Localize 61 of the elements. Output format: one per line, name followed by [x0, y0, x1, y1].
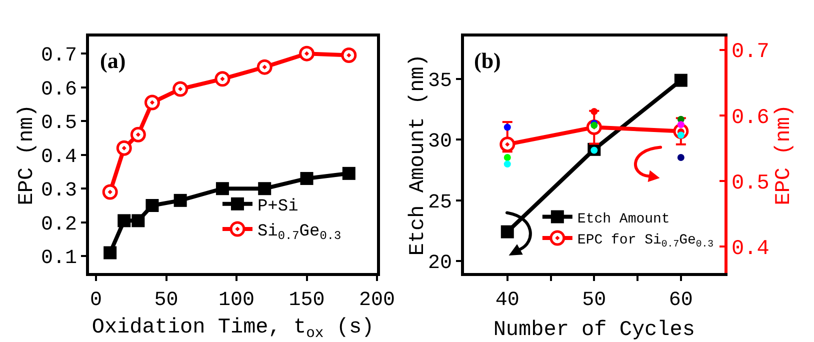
y-tick-label: 20: [428, 252, 452, 275]
y-tick-label: 35: [428, 70, 452, 94]
point: [132, 214, 145, 228]
y-tick-label: 0.5: [40, 112, 77, 136]
point: [341, 48, 357, 64]
y-tick-label: 0.1: [40, 247, 77, 270]
y2-axis-title: EPC (nm): [772, 104, 796, 206]
point: [677, 154, 684, 161]
x-axis-title: Number of Cycles: [493, 319, 695, 342]
point: [590, 108, 598, 116]
point: [500, 136, 516, 152]
point: [144, 94, 160, 110]
point: [299, 46, 315, 62]
legend-label: P+Si: [257, 198, 298, 217]
legend-label: EPC for Si$_{0.7}$Ge$_{0.3}$: [577, 232, 714, 250]
annotation: (a): [100, 48, 126, 73]
y-tick-label: 0.4: [40, 146, 77, 169]
point: [116, 140, 132, 156]
point: [500, 225, 514, 238]
point: [102, 184, 118, 200]
y2-tick-label: 0.5: [732, 172, 770, 196]
point: [104, 246, 117, 260]
x-axis-title: Oxidation Time, t$_{ox}$ (s): [92, 316, 374, 342]
legend-label: Etch Amount: [577, 211, 670, 228]
point: [216, 182, 229, 196]
y2-tick-label: 0.6: [732, 106, 770, 130]
point: [504, 124, 511, 131]
point: [172, 81, 188, 97]
point: [174, 194, 187, 207]
point: [342, 166, 356, 180]
point: [300, 172, 314, 185]
point: [118, 214, 131, 228]
x-tick-label: 100: [218, 289, 255, 312]
legend-label: Si$_{0.7}$Ge$_{0.3}$: [257, 222, 342, 244]
x-tick-label: 150: [288, 289, 325, 312]
y-tick-label: 0.6: [40, 78, 77, 102]
x-tick-label: 50: [582, 289, 606, 312]
y-axis-title: EPC (nm): [16, 104, 39, 206]
y2-tick-label: 0.7: [732, 41, 770, 64]
point: [504, 154, 511, 161]
point: [256, 59, 272, 75]
y-tick-label: 0.3: [40, 180, 77, 203]
point: [130, 126, 146, 142]
y2-tick-label: 0.4: [732, 238, 770, 262]
y-axis-title: Etch Amount (nm): [407, 54, 430, 256]
annotation: (b): [474, 48, 501, 73]
y-tick-label: 0.2: [40, 213, 77, 236]
y-tick-label: 25: [428, 191, 452, 214]
x-tick-label: 50: [154, 289, 178, 312]
point: [674, 74, 688, 87]
x-tick-label: 0: [90, 289, 102, 312]
x-tick-label: 200: [358, 289, 396, 312]
point: [258, 182, 272, 196]
y-tick-label: 30: [428, 130, 452, 154]
point: [504, 160, 511, 168]
point: [677, 121, 684, 128]
point: [146, 198, 159, 212]
y-tick-label: 0.7: [40, 44, 77, 68]
x-tick-label: 60: [668, 289, 693, 312]
point: [214, 71, 230, 87]
x-tick-label: 40: [495, 289, 520, 312]
